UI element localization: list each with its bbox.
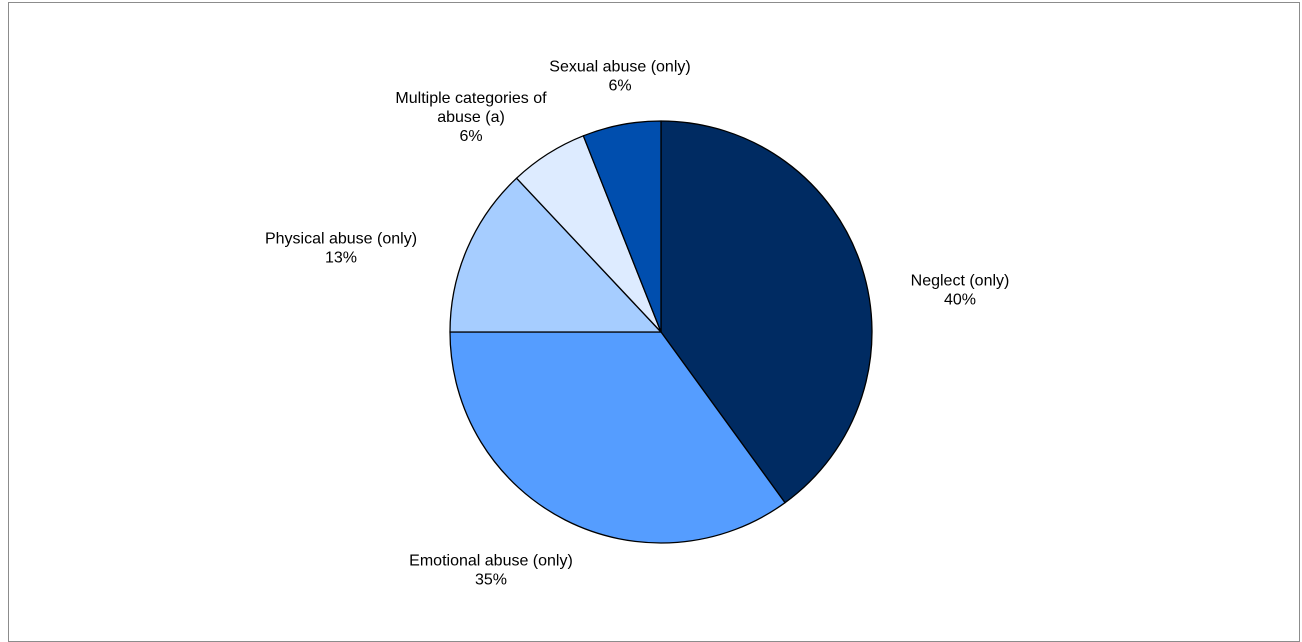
slice-category-label: Physical abuse (only): [265, 231, 417, 248]
slice-value-label: 6%: [459, 128, 482, 145]
slice-value-label: 6%: [608, 78, 631, 95]
slice-value-label: 13%: [325, 250, 357, 267]
pie-slice: [660, 120, 873, 504]
slice-value-label: 35%: [475, 572, 507, 589]
pie-slice: [449, 331, 786, 544]
slice-category-label: Sexual abuse (only): [549, 59, 690, 76]
pie-slice: [582, 120, 662, 333]
pie-slices: [449, 120, 873, 544]
slice-label: Emotional abuse (only) 35%: [409, 553, 573, 589]
pie-labels: Neglect (only) 40% Emotional abuse (only) 3…: [265, 59, 1009, 589]
slice-label: Multiple categories of abuse (a) 6%: [395, 90, 547, 145]
slice-label: Sexual abuse (only) 6%: [549, 59, 690, 95]
slice-category-label: abuse (a): [437, 109, 505, 126]
slice-value-label: 40%: [944, 292, 976, 309]
slice-category-label: Emotional abuse (only): [409, 553, 573, 570]
slice-category-label: Neglect (only): [911, 273, 1010, 290]
slice-label: Neglect (only) 40%: [911, 273, 1010, 309]
slice-label: Physical abuse (only) 13%: [265, 231, 417, 267]
slice-category-label: Multiple categories of: [395, 90, 547, 107]
pie-slice: [449, 177, 662, 333]
